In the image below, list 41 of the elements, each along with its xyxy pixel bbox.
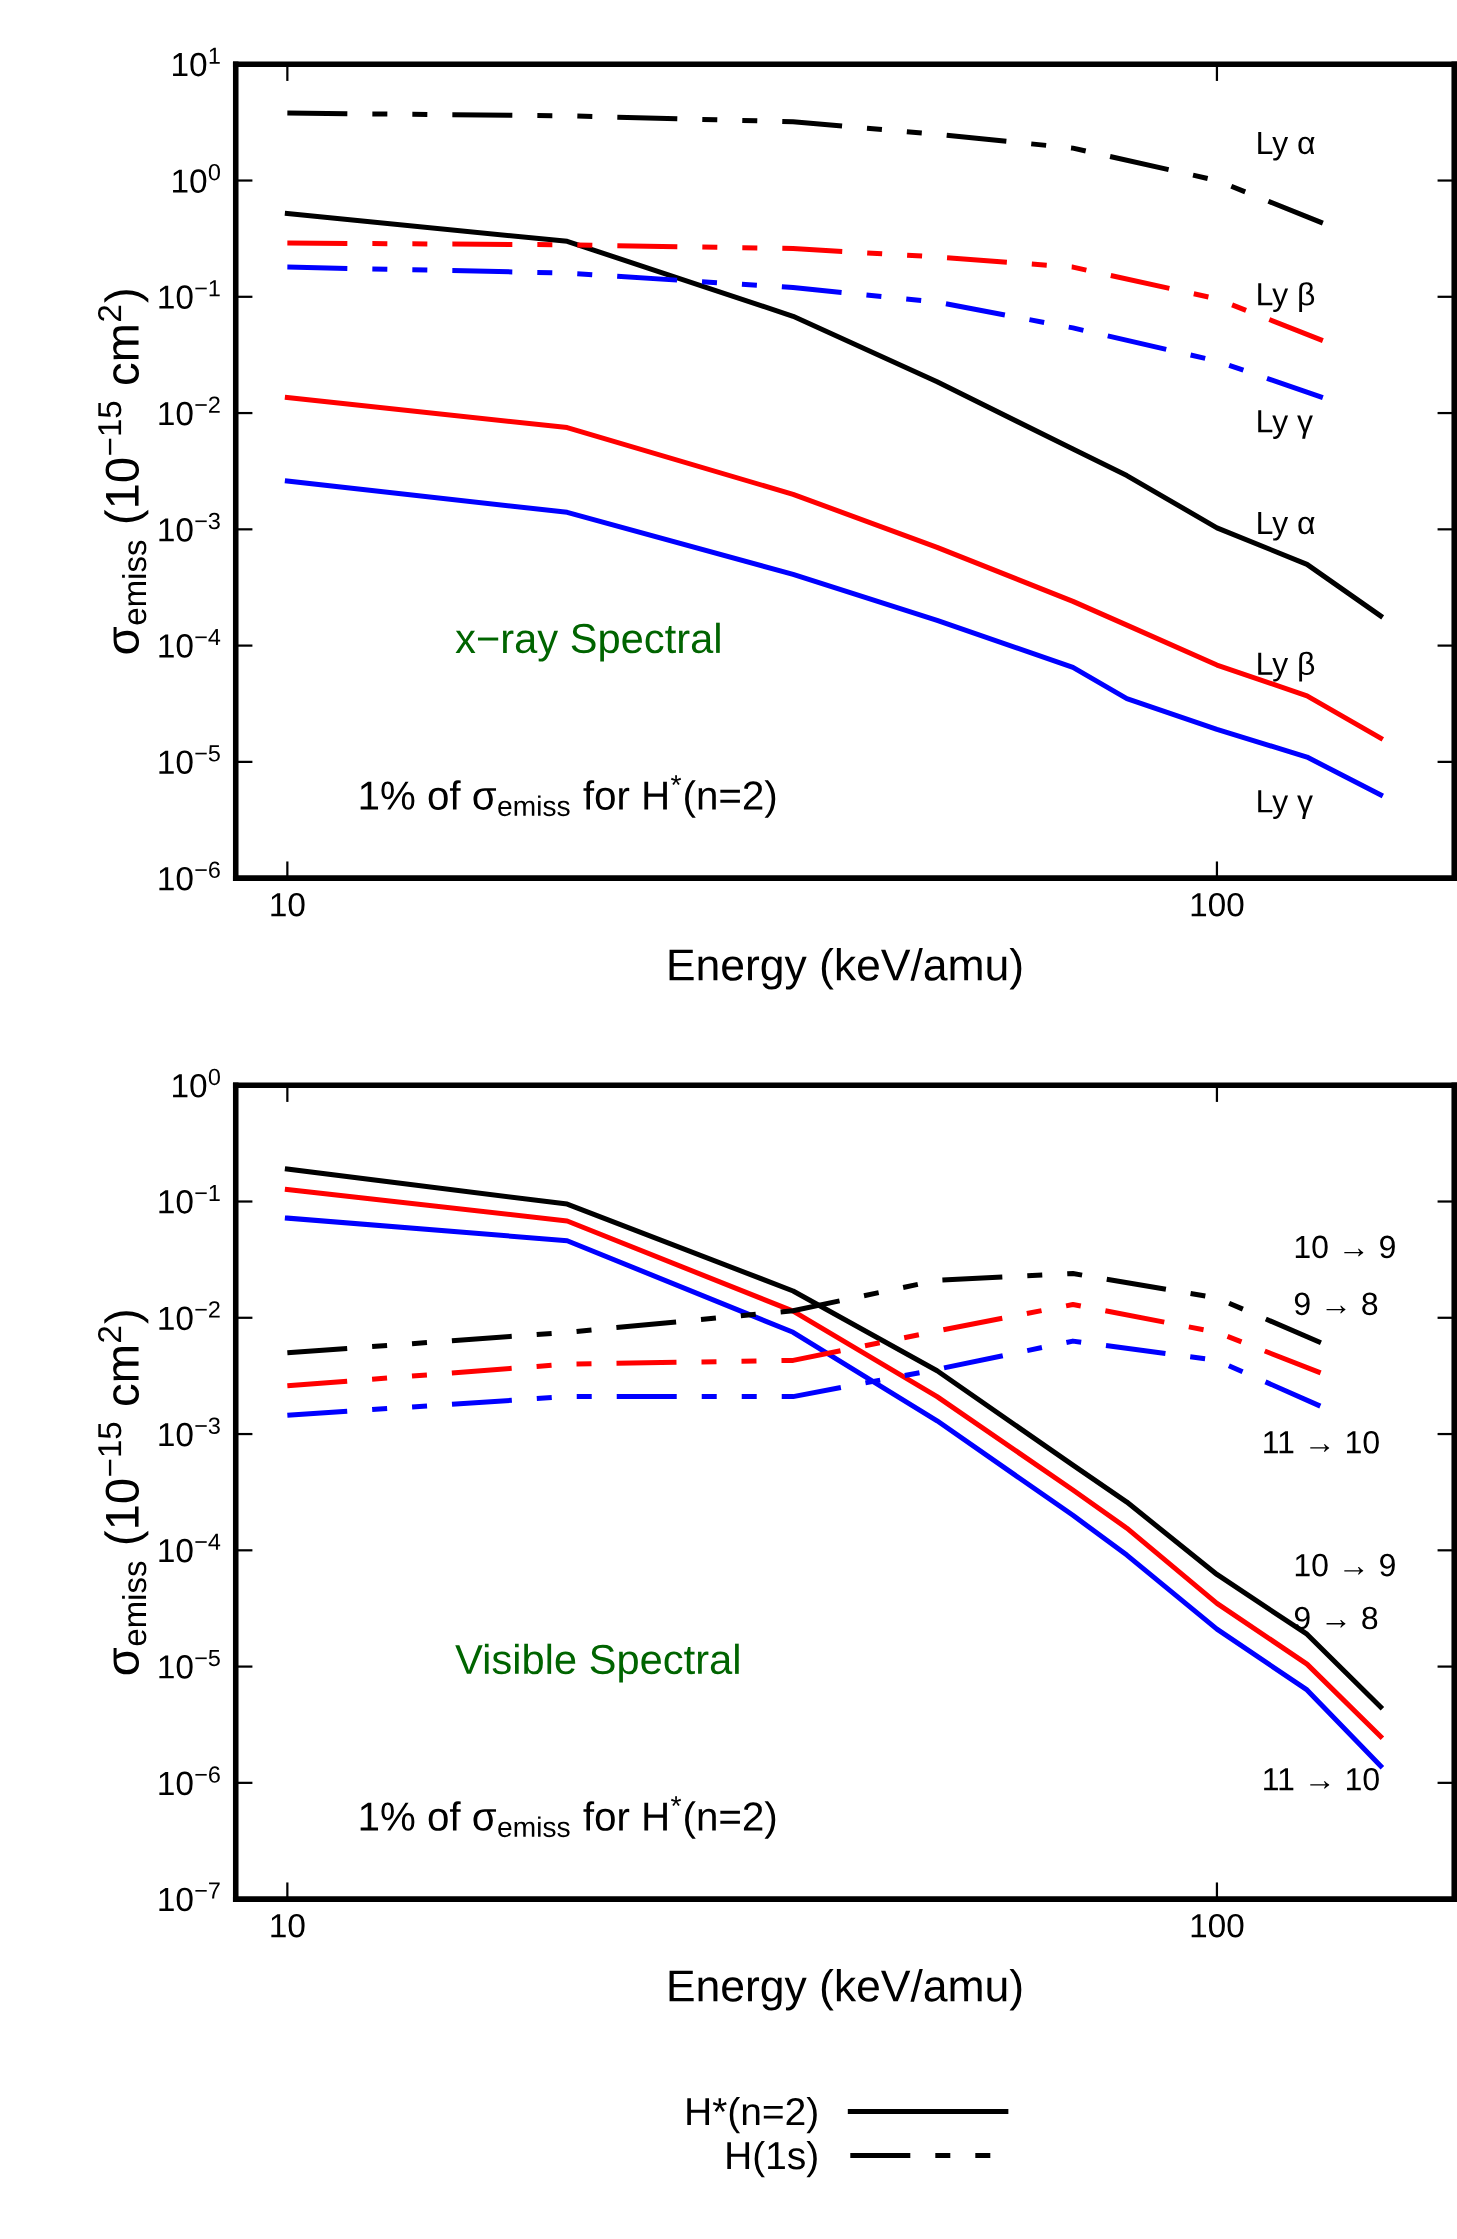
legend-label: H*(n=2) [687, 2096, 817, 2134]
y-tick-label: 10$^{−1}$ [159, 1184, 220, 1214]
annotation: Visible Spectral [455, 1643, 739, 1683]
annotation: x−ray Spectral [455, 622, 720, 662]
x-tick-label: 10 [271, 892, 305, 917]
y-tick-label: 10$^{0}$ [173, 163, 220, 193]
x-tick-label: 100 [1191, 1913, 1244, 1938]
annotation: 1% of σ$_{emiss}$ for H$^{*}$(n=2) [360, 1796, 776, 1839]
x-axis-title: Energy (keV/amu) [669, 948, 1022, 990]
y-tick-label: 10$^{−1}$ [159, 280, 220, 309]
y-tick-label: 10$^{−3}$ [159, 1417, 220, 1447]
y-tick-label: 10$^{−6}$ [159, 861, 220, 891]
annotation: 10 → 9 [1295, 1235, 1395, 1259]
y-tick-label: 10$^{1}$ [173, 47, 220, 77]
legend-label: H(1s) [727, 2140, 817, 2178]
annotation: Ly α [1258, 131, 1315, 161]
y-tick-label: 10$^{−4}$ [159, 1533, 221, 1563]
annotation: Ly γ [1258, 790, 1313, 819]
y-tick-label: 10$^{−2}$ [159, 396, 220, 426]
annotation: Ly γ [1258, 410, 1313, 439]
annotation: 11 → 10 [1264, 1430, 1379, 1454]
x-tick-label: 100 [1191, 892, 1244, 917]
y-axis-title: σ$_{emiss}$ (10$^{−15}$ cm$^{2}$) [97, 1311, 149, 1675]
x-axis-title: Energy (keV/amu) [669, 1969, 1022, 2011]
y-tick-label: 10$^{−6}$ [159, 1766, 220, 1796]
annotation: Ly β [1258, 282, 1315, 312]
y-tick-label: 10$^{−5}$ [159, 1650, 220, 1679]
y-tick-label: 10$^{−4}$ [159, 629, 221, 658]
y-tick-label: 10$^{−2}$ [159, 1301, 220, 1331]
y-axis-title: σ$_{emiss}$ (10$^{−15}$ cm$^{2}$) [97, 290, 149, 654]
annotation: Ly α [1258, 512, 1315, 541]
annotation: 9 → 8 [1294, 1292, 1378, 1316]
annotation: 1% of σ$_{emiss}$ for H$^{*}$(n=2) [360, 775, 776, 818]
x-tick-label: 10 [271, 1913, 305, 1938]
y-tick-label: 10$^{−3}$ [159, 512, 220, 542]
y-tick-label: 10$^{0}$ [173, 1068, 220, 1098]
annotation: Ly β [1258, 651, 1315, 682]
y-tick-label: 10$^{−7}$ [159, 1882, 220, 1912]
annotation: 11 → 10 [1264, 1767, 1379, 1791]
y-tick-label: 10$^{−5}$ [159, 745, 220, 774]
annotation: 10 → 9 [1295, 1553, 1395, 1577]
